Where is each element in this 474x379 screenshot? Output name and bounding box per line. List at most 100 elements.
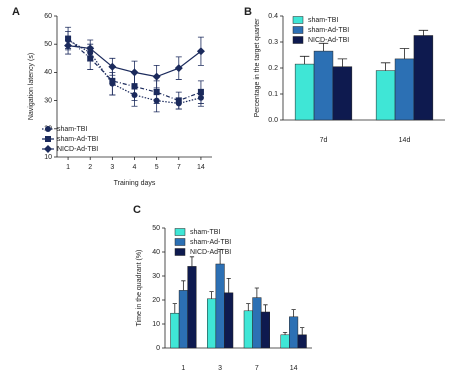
bar: [413, 35, 434, 121]
x-tick-label: 1: [66, 164, 70, 171]
x-tick-label: 7: [177, 164, 181, 171]
legend-marker: [45, 126, 51, 132]
x-tick-label: 7: [255, 365, 259, 372]
bar: [375, 70, 396, 121]
error-bar: [399, 48, 410, 59]
error-bar: [217, 249, 223, 264]
legend-label: sham-TBI: [190, 229, 220, 236]
bar: [313, 50, 334, 121]
legend-swatch: [292, 26, 304, 34]
error-bar: [318, 42, 329, 52]
point: [197, 89, 204, 96]
point: [174, 64, 183, 73]
x-tick-label: 14: [197, 164, 205, 171]
x-tick-label: 7d: [320, 137, 328, 144]
y-axis-label: Percentage in the target quarter: [254, 18, 261, 118]
point: [175, 97, 182, 104]
point: [131, 83, 138, 90]
point: [130, 68, 139, 77]
x-tick-label: 2: [88, 164, 92, 171]
x-tick-label: 14d: [399, 137, 411, 144]
y-tick-label: 50: [44, 41, 52, 48]
legend-marker: [44, 145, 52, 153]
error-bar: [299, 55, 310, 65]
bar: [280, 334, 290, 349]
bar: [207, 298, 217, 349]
bar: [224, 292, 234, 349]
bar: [289, 316, 299, 349]
y-tick-label: 60: [44, 13, 52, 20]
error-bar: [418, 29, 429, 36]
error-bar: [291, 309, 296, 317]
legend-label: sham-Ad-TBI: [190, 239, 231, 246]
y-tick-label: 0.0: [268, 117, 278, 124]
error-bar: [246, 303, 251, 311]
y-tick-label: 30: [152, 273, 160, 280]
bar: [215, 263, 225, 349]
point: [108, 62, 117, 71]
legend-label: NICD-Ad-TBI: [57, 146, 98, 153]
y-tick-label: 30: [44, 97, 52, 104]
bar: [252, 297, 262, 349]
error-bar: [189, 256, 195, 267]
point: [152, 72, 161, 81]
y-tick-label: 40: [44, 69, 52, 76]
x-tick-label: 3: [110, 164, 114, 171]
legend-swatch: [174, 228, 186, 236]
error-bar: [172, 303, 177, 314]
legend-label: NICD-Ad-TBI: [308, 37, 349, 44]
y-axis-label: Navigation latency (s): [28, 53, 35, 120]
bar: [294, 63, 315, 121]
point: [109, 77, 116, 84]
panel-letter: A: [12, 6, 20, 18]
error-bar: [181, 280, 186, 291]
bar: [170, 312, 180, 349]
point: [87, 55, 94, 62]
point: [153, 89, 160, 96]
y-tick-label: 10: [152, 321, 160, 328]
bar: [332, 66, 353, 121]
bar: [394, 58, 415, 121]
error-bar: [282, 332, 288, 335]
error-bar: [337, 58, 348, 67]
point: [64, 41, 73, 50]
legend-label: sham-TBI: [308, 17, 338, 24]
legend-label: sham-TBI: [57, 126, 87, 133]
panel-letter: B: [244, 6, 252, 18]
y-tick-label: 0.1: [268, 91, 278, 98]
error-bar: [300, 327, 305, 335]
x-axis-label: Training days: [114, 180, 156, 187]
x-tick-label: 3: [218, 365, 222, 372]
y-tick-label: 0.3: [268, 39, 278, 46]
x-tick-label: 1: [181, 365, 185, 372]
legend-label: sham-Ad-TBI: [57, 136, 98, 143]
bar: [243, 310, 253, 349]
legend-swatch: [174, 238, 186, 246]
y-tick-label: 10: [44, 154, 52, 161]
legend-swatch: [292, 16, 304, 24]
error-bar: [380, 62, 391, 71]
bar: [178, 290, 188, 349]
error-bar: [209, 291, 214, 299]
y-tick-label: 0.4: [268, 13, 278, 20]
legend-swatch: [292, 36, 304, 44]
x-tick-label: 14: [290, 365, 298, 372]
legend-label: sham-Ad-TBI: [308, 27, 349, 34]
point: [86, 44, 95, 53]
y-tick-label: 50: [152, 225, 160, 232]
error-bar: [226, 278, 231, 293]
bar: [260, 311, 270, 349]
y-tick-label: 0.2: [268, 65, 278, 72]
y-axis-label: Time in the quadrant (%): [136, 250, 143, 327]
panel-letter: C: [133, 204, 141, 216]
error-bar: [254, 287, 260, 298]
point: [196, 47, 205, 56]
legend-label: NICD-Ad-TBI: [190, 249, 231, 256]
legend-marker: [45, 136, 51, 142]
y-tick-label: 20: [152, 297, 160, 304]
error-bar: [263, 304, 268, 312]
x-tick-label: 4: [133, 164, 137, 171]
y-tick-label: 40: [152, 249, 160, 256]
bar: [187, 266, 197, 349]
